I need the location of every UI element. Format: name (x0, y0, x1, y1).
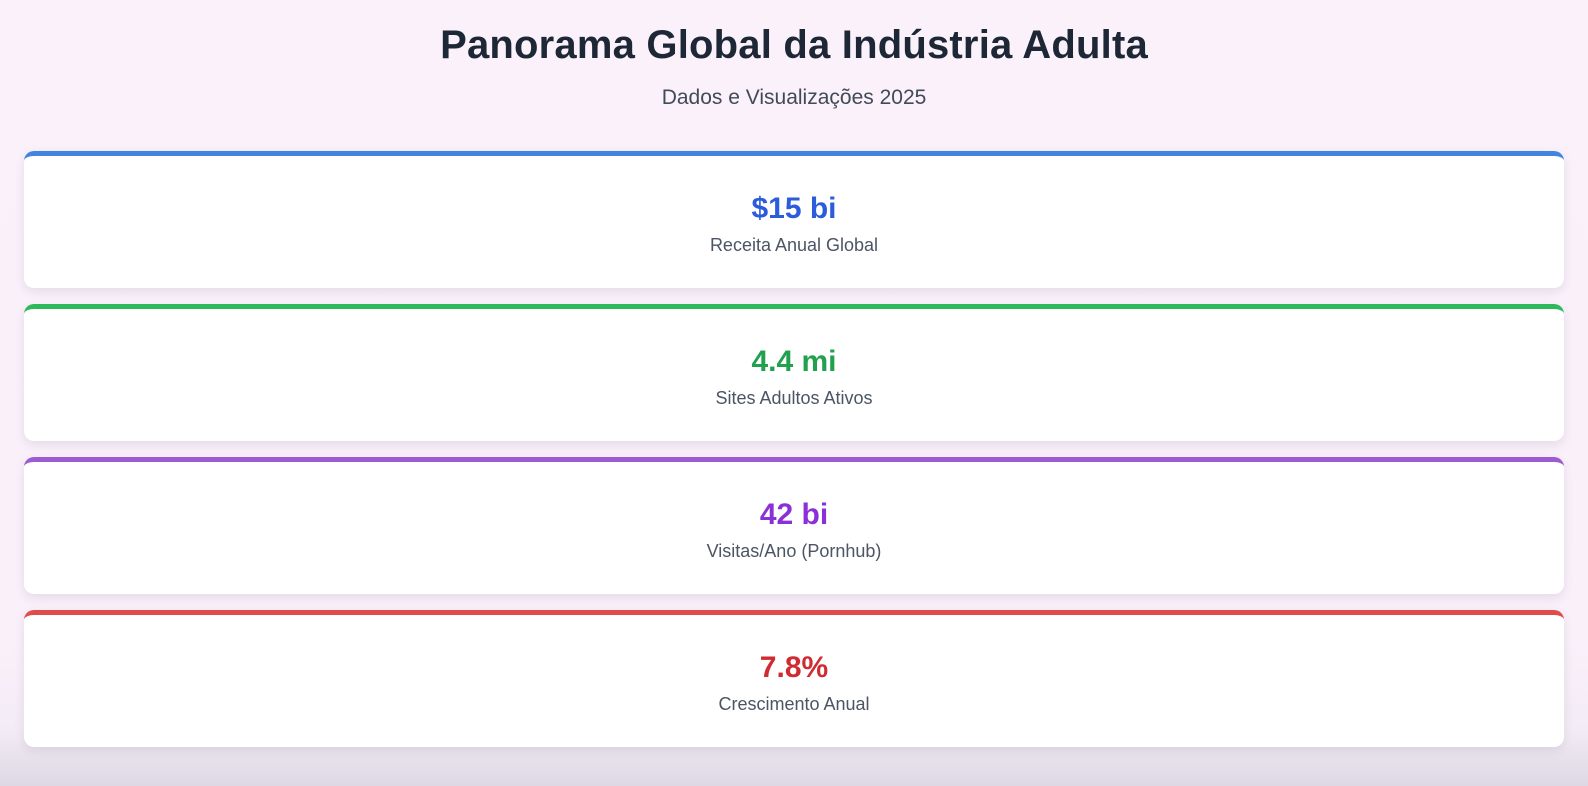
page-subtitle: Dados e Visualizações 2025 (661, 86, 927, 109)
stat-label: Receita Anual Global (709, 234, 879, 255)
stat-value: 42 bi (759, 497, 829, 531)
stat-label: Crescimento Anual (718, 693, 870, 714)
page-title: Panorama Global da Indústria Adulta (440, 23, 1148, 67)
page-header: Panorama Global da Indústria Adulta Dado… (0, 0, 1588, 110)
stat-label: Visitas/Ano (Pornhub) (706, 540, 882, 561)
stat-label: Sites Adultos Ativos (715, 387, 873, 408)
stat-card-growth: 7.8% Crescimento Anual (24, 610, 1564, 747)
stat-value: 7.8% (759, 650, 829, 684)
stat-card-visits: 42 bi Visitas/Ano (Pornhub) (24, 457, 1564, 594)
stat-card-list: $15 bi Receita Anual Global 4.4 mi Sites… (0, 151, 1588, 747)
stat-value: $15 bi (751, 191, 837, 225)
stat-value: 4.4 mi (751, 344, 837, 378)
stat-card-active-sites: 4.4 mi Sites Adultos Ativos (24, 304, 1564, 441)
stat-card-revenue: $15 bi Receita Anual Global (24, 151, 1564, 288)
